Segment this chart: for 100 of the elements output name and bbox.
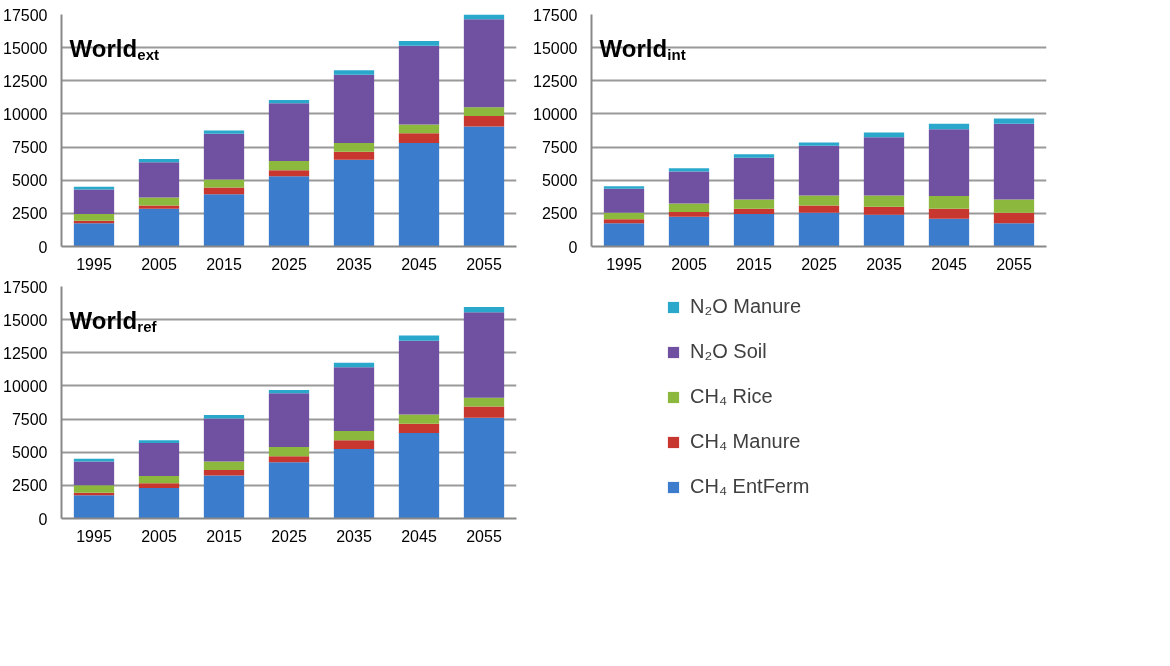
x-tick-label: 2035 <box>336 255 372 273</box>
bar <box>138 208 180 247</box>
bar <box>138 476 180 484</box>
bar <box>138 197 180 206</box>
bar <box>398 124 440 134</box>
bar <box>398 143 440 247</box>
bar <box>73 223 115 247</box>
bar <box>863 195 905 207</box>
bar <box>463 126 505 247</box>
y-tick-label: 5000 <box>11 444 48 462</box>
bar <box>398 414 440 424</box>
bar <box>138 488 180 519</box>
y-tick-label: 12500 <box>3 344 48 362</box>
y-tick-label: 10000 <box>3 105 48 123</box>
bar <box>668 212 710 217</box>
bar <box>733 214 775 247</box>
bar <box>398 432 440 519</box>
bar <box>928 218 970 247</box>
bar <box>733 154 775 158</box>
y-tick-label: 0 <box>38 238 48 256</box>
y-tick-label: 5000 <box>11 172 48 190</box>
y-tick-label: 7500 <box>11 139 48 157</box>
bar <box>733 199 775 209</box>
x-tick-label: 2045 <box>401 527 437 545</box>
bar <box>733 157 775 200</box>
y-tick-label: 17500 <box>3 278 48 296</box>
bar <box>463 107 505 116</box>
legend-label: N₂O Manure <box>690 295 802 318</box>
y-tick-label: 12500 <box>3 72 48 90</box>
bar <box>603 186 645 189</box>
bar <box>463 19 505 108</box>
bar <box>463 312 505 398</box>
bar <box>603 212 645 220</box>
y-tick-label: 17500 <box>533 6 578 24</box>
bar <box>138 162 180 198</box>
legend-label: N₂O Soil <box>690 340 767 363</box>
x-tick-label: 1995 <box>606 255 642 273</box>
bar <box>203 461 245 471</box>
bar <box>603 188 645 213</box>
x-tick-label: 2005 <box>141 527 177 545</box>
y-tick-label: 2500 <box>11 205 48 223</box>
x-tick-label: 2055 <box>466 255 502 273</box>
bar <box>333 367 375 431</box>
y-tick-label: 2500 <box>11 477 48 495</box>
x-tick-label: 2015 <box>206 255 242 273</box>
y-tick-label: 15000 <box>3 39 48 57</box>
bar <box>203 194 245 247</box>
y-tick-label: 10000 <box>533 105 578 123</box>
bar <box>333 70 375 75</box>
bar <box>203 470 245 476</box>
bar <box>333 74 375 144</box>
bar <box>138 442 180 477</box>
bar <box>268 100 310 104</box>
bar <box>863 132 905 138</box>
bar <box>798 195 840 206</box>
bar <box>138 205 180 209</box>
x-tick-label: 2035 <box>866 255 902 273</box>
bar <box>463 397 505 407</box>
bar <box>993 123 1035 200</box>
y-tick-label: 12500 <box>533 72 578 90</box>
x-tick-label: 2005 <box>141 255 177 273</box>
y-tick-label: 5000 <box>541 172 578 190</box>
bar <box>333 440 375 449</box>
bar <box>928 123 970 130</box>
x-tick-label: 2045 <box>931 255 967 273</box>
bar <box>798 145 840 196</box>
bar <box>268 103 310 161</box>
bar <box>138 483 180 489</box>
bar <box>863 137 905 196</box>
bar <box>333 151 375 160</box>
bar <box>73 485 115 493</box>
bar <box>333 448 375 519</box>
y-tick-label: 2500 <box>541 205 578 223</box>
x-tick-label: 2025 <box>271 527 307 545</box>
bar <box>668 203 710 213</box>
bar <box>138 159 180 163</box>
bar <box>398 41 440 46</box>
bar <box>333 143 375 152</box>
bar <box>203 179 245 188</box>
bar <box>798 212 840 247</box>
y-tick-label: 7500 <box>541 139 578 157</box>
bar <box>993 212 1035 224</box>
bar <box>798 205 840 213</box>
bar <box>928 208 970 219</box>
bar <box>268 462 310 519</box>
y-tick-label: 7500 <box>11 411 48 429</box>
y-tick-label: 15000 <box>3 311 48 329</box>
bar <box>203 187 245 195</box>
bar <box>668 171 710 204</box>
bar <box>668 216 710 247</box>
bar <box>603 223 645 247</box>
bar <box>203 415 245 419</box>
bar <box>993 223 1035 247</box>
bar <box>73 214 115 221</box>
bar <box>733 208 775 215</box>
bar <box>268 446 310 457</box>
bar <box>463 307 505 313</box>
bar <box>463 115 505 127</box>
bar <box>203 418 245 462</box>
y-tick-label: 10000 <box>3 377 48 395</box>
